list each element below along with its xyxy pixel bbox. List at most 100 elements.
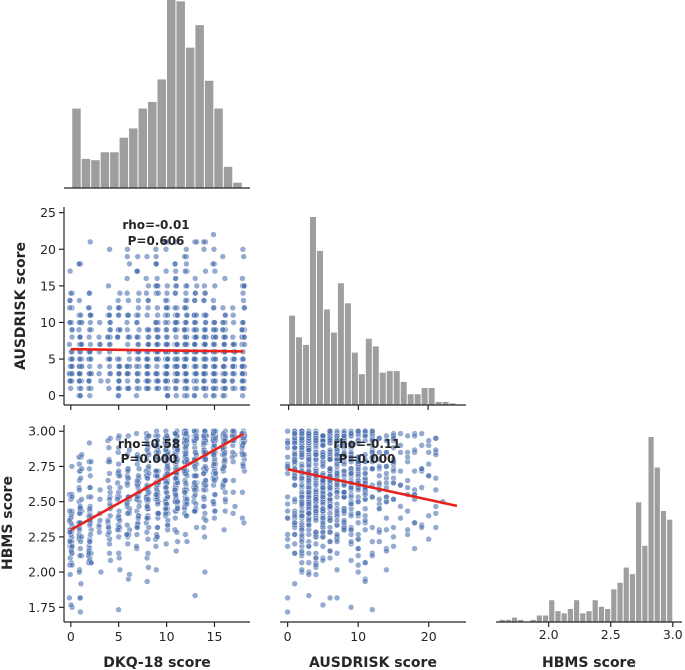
scatter-point — [383, 463, 390, 470]
scatter-point — [319, 601, 327, 609]
scatter-point — [383, 526, 390, 533]
scatter-point — [221, 275, 229, 282]
scatter-point — [164, 282, 171, 290]
scatter-point — [348, 538, 355, 545]
scatter-point — [105, 282, 112, 290]
scatter-point — [78, 363, 85, 370]
y-tick-label: 2.75 — [28, 459, 56, 474]
hist-bar — [555, 611, 561, 622]
scatter-point — [200, 470, 207, 477]
scatter-point — [202, 356, 209, 363]
scatter-point — [172, 268, 179, 275]
hist-bar — [148, 101, 157, 188]
scatter-point — [183, 392, 191, 399]
scatter-point — [116, 326, 124, 333]
scatter-point — [239, 385, 246, 392]
scatter-point — [333, 470, 341, 477]
scatter-point — [183, 246, 190, 253]
scatter-point — [97, 568, 105, 576]
scatter-point — [220, 363, 227, 370]
hist-bar — [223, 166, 233, 188]
scatter-point — [241, 334, 248, 341]
scatter-point — [174, 356, 181, 363]
scatter-point — [348, 470, 355, 477]
scatter-point — [145, 432, 152, 440]
scatter-point — [298, 482, 305, 489]
scatter-point — [305, 430, 312, 437]
x-axis-title-dkq18: DKQ-18 score — [103, 655, 210, 670]
scatter-point — [88, 559, 95, 566]
hist-bar — [358, 374, 365, 405]
scatter-point — [397, 482, 404, 489]
scatter-point — [312, 554, 320, 562]
hist-bar — [549, 600, 555, 622]
scatter-point — [172, 334, 180, 341]
scatter-point — [312, 529, 320, 536]
hist-bar — [636, 502, 642, 622]
hist-bar — [372, 346, 379, 405]
scatter-point — [124, 246, 131, 253]
scatter-point — [200, 377, 207, 385]
scatter-point — [152, 454, 160, 461]
scatter-point — [124, 479, 131, 487]
scatter-point — [69, 543, 76, 550]
scatter-point — [104, 377, 112, 385]
scatter-point — [229, 385, 237, 392]
scatter-point — [76, 334, 84, 341]
scatter-point — [76, 552, 84, 559]
x-tick-label: 15 — [207, 629, 223, 644]
scatter-point — [298, 566, 305, 573]
scatter-point — [210, 461, 217, 468]
scatter-point — [201, 370, 208, 377]
scatter-point — [192, 370, 199, 377]
scatter-point — [154, 524, 161, 531]
hist-bar — [511, 617, 518, 622]
scatter-point — [76, 319, 83, 326]
scatter-point — [181, 304, 188, 311]
scatter-point — [404, 432, 411, 440]
scatter-point — [67, 571, 74, 578]
scatter-point — [86, 392, 93, 399]
scatter-point — [69, 356, 76, 363]
y-tick-label: 1.75 — [28, 600, 56, 615]
hist-bar — [393, 371, 400, 405]
scatter-point — [305, 489, 312, 496]
scatter-point — [298, 538, 305, 545]
scatter-point — [341, 432, 348, 440]
scatter-point — [124, 326, 131, 333]
scatter-point — [116, 566, 124, 573]
scatter-point — [106, 458, 113, 465]
scatter-point — [362, 559, 369, 566]
scatter-point — [107, 370, 114, 377]
scatter-point — [201, 282, 208, 290]
scatter-point — [222, 356, 229, 363]
scatter-point — [312, 561, 320, 569]
scatter-point — [174, 446, 181, 454]
scatter-point — [154, 533, 161, 541]
scatter-point — [312, 451, 320, 458]
scatter-point — [222, 312, 229, 319]
hist-bar — [323, 309, 330, 405]
scatter-point — [174, 341, 181, 348]
scatter-point — [397, 442, 404, 449]
scatter-point — [145, 463, 152, 470]
scatter-point — [68, 561, 76, 569]
scatter-point — [210, 260, 217, 268]
scatter-point — [418, 465, 425, 472]
scatter-point — [369, 458, 376, 465]
scatter-point — [183, 356, 190, 363]
y-tick-label: 2.25 — [28, 529, 56, 544]
scatter-point — [163, 341, 170, 348]
scatter-point — [341, 517, 348, 524]
scatter-point — [172, 260, 179, 268]
scatter-point — [143, 514, 151, 522]
hist-bar — [204, 80, 214, 188]
scatter-point — [319, 493, 327, 501]
scatter-point — [230, 312, 237, 319]
hist-bar — [400, 381, 407, 405]
scatter-point — [76, 377, 83, 385]
scatter-point — [116, 363, 123, 370]
scatter-point — [86, 334, 93, 341]
scatter-point — [312, 496, 320, 503]
scatter-point — [145, 451, 152, 458]
